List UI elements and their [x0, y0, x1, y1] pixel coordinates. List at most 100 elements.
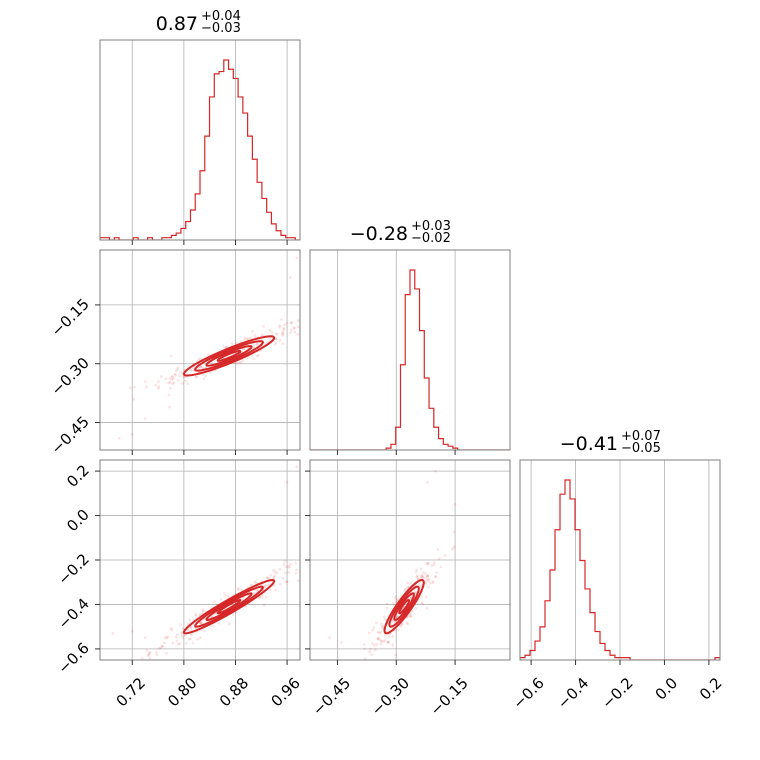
sample-point — [290, 321, 293, 325]
outlier-point — [111, 631, 115, 635]
sample-point — [163, 641, 166, 645]
sample-point — [167, 381, 171, 385]
sample-point — [128, 386, 132, 390]
contour-level — [216, 598, 242, 615]
sample-point — [253, 580, 257, 583]
sample-point — [230, 342, 234, 346]
sample-point — [405, 621, 409, 624]
sample-point — [202, 629, 206, 633]
outlier-point — [130, 432, 134, 436]
x-tick-label: 0.0 — [652, 674, 682, 704]
sample-point — [420, 574, 423, 578]
sample-point — [198, 621, 202, 625]
panel-2-2: −0.6 −0.4 −0.2 0.0 0.2 — [509, 459, 726, 713]
contour-level — [194, 585, 264, 628]
sample-point — [296, 319, 300, 323]
contour-level — [205, 592, 253, 622]
sample-point — [294, 561, 298, 565]
sample-point — [180, 633, 184, 637]
sample-point — [372, 644, 376, 647]
sample-point — [415, 568, 418, 572]
panel-background — [100, 40, 300, 240]
sample-point — [282, 323, 286, 327]
panel-1-0: −0.45 −0.30 −0.15 — [48, 249, 301, 458]
x-tick-label: −0.4 — [554, 674, 592, 712]
sample-point — [386, 640, 390, 644]
sample-point — [426, 562, 430, 565]
sample-point — [241, 359, 245, 363]
scatter-layer — [111, 465, 305, 660]
sample-point — [188, 618, 192, 622]
sample-point — [272, 575, 276, 579]
sample-point — [217, 621, 221, 625]
sample-point — [172, 381, 176, 385]
sample-point — [363, 657, 367, 660]
sample-point — [420, 602, 424, 605]
sample-point — [238, 361, 241, 365]
sample-point — [394, 653, 398, 657]
sample-point — [226, 594, 230, 598]
sample-point — [385, 606, 389, 610]
sample-point — [168, 405, 171, 409]
sample-point — [156, 386, 160, 390]
x-tick-label: −0.45 — [309, 674, 354, 719]
sample-point — [251, 329, 254, 333]
sample-point — [391, 643, 395, 647]
sample-point — [199, 365, 202, 369]
sample-point — [275, 337, 279, 341]
param-title-0: 0.87 +0.04−0.03 — [156, 9, 241, 36]
x-tick-label: 0.2 — [696, 674, 726, 704]
sample-point — [173, 373, 177, 377]
sample-point — [281, 330, 285, 334]
sample-point — [362, 643, 366, 646]
sample-point — [278, 582, 282, 586]
sample-point — [439, 565, 443, 569]
sample-point — [278, 324, 282, 328]
sample-point — [380, 639, 383, 643]
contour-level — [383, 579, 425, 635]
sample-point — [248, 336, 252, 340]
sample-point — [400, 622, 404, 626]
sample-point — [378, 631, 382, 635]
sample-point — [381, 626, 384, 630]
sample-point — [189, 368, 193, 372]
sample-point — [387, 635, 390, 639]
sample-point — [174, 635, 178, 639]
x-tick-label: 0.80 — [164, 674, 200, 710]
sample-point — [409, 615, 413, 619]
sample-point — [257, 597, 261, 600]
sample-point — [231, 612, 235, 616]
sample-point — [255, 588, 259, 592]
sample-point — [397, 628, 401, 632]
sample-point — [426, 579, 430, 583]
panel-frame — [99, 249, 301, 451]
sample-point — [368, 647, 372, 651]
sample-point — [184, 641, 188, 645]
panel-1-1 — [309, 249, 511, 455]
sample-point — [285, 580, 289, 584]
sample-point — [290, 321, 293, 325]
sample-point — [386, 640, 390, 644]
sample-point — [376, 630, 380, 634]
sample-point — [295, 568, 299, 572]
sample-point — [426, 561, 430, 565]
sample-point — [379, 630, 383, 634]
sample-point — [432, 561, 436, 564]
sample-point — [409, 581, 412, 585]
sample-point — [282, 327, 286, 331]
sample-point — [382, 615, 386, 619]
sample-point — [396, 597, 400, 601]
sample-point — [382, 639, 385, 643]
panel-0-0 — [99, 39, 301, 245]
sample-point — [206, 353, 210, 357]
sample-point — [260, 333, 264, 337]
x-tick-label: −0.6 — [509, 674, 547, 712]
sample-point — [236, 588, 240, 592]
sample-point — [171, 641, 175, 645]
sample-point — [377, 637, 380, 640]
sample-point — [302, 551, 305, 554]
sample-point — [281, 332, 285, 336]
sample-point — [379, 639, 383, 642]
sample-point — [194, 375, 197, 379]
